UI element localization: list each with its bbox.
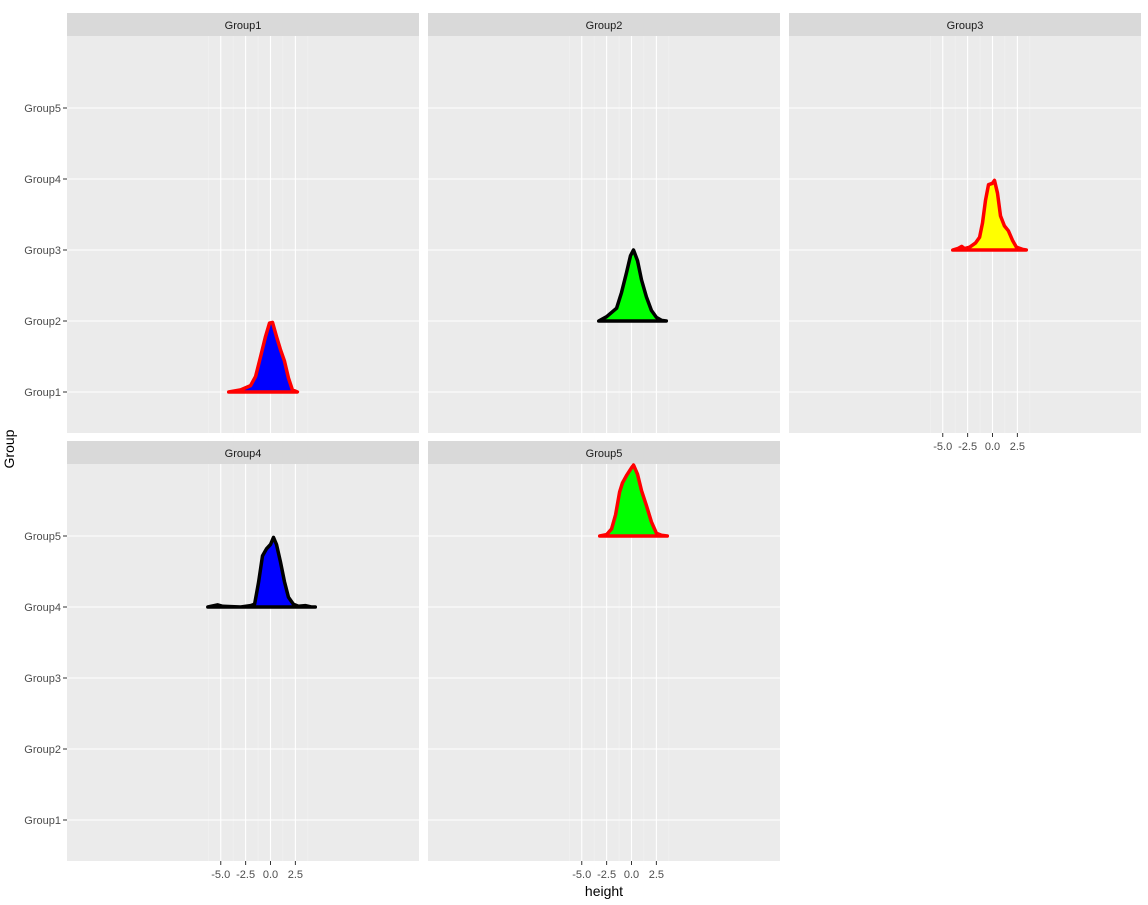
y-tick-label: Group2 [24,744,61,756]
density-ridge-group5 [597,463,670,538]
panel-background [428,464,780,861]
y-tick-label: Group4 [24,174,61,186]
x-tick-label: -5.0 [572,869,591,881]
y-tick-label: Group2 [24,316,61,328]
density-ridge-group2 [596,248,669,323]
density-ridge-group1 [226,320,300,394]
facet-panel-2: Group2 [428,13,780,433]
y-tick-label: Group3 [24,245,61,257]
y-tick-label: Group3 [24,673,61,685]
facet-panel-1: Group1 Group1 Group2 Group3 Group4 Group5 [24,13,419,433]
x-tick-label: -5.0 [211,869,230,881]
facet-strip [428,13,780,36]
facet-strip [67,13,419,36]
facet-panel-5: Group5 -5.0 -2.5 0.0 2.5 [428,441,780,881]
panel-background [67,36,419,433]
panel-background [789,36,1141,433]
facet-panel-3: Group3 -5.0 -2.5 0.0 2.5 [789,13,1141,453]
x-tick-label: -2.5 [236,869,255,881]
x-axis-title: height [585,883,623,899]
y-tick-label: Group1 [24,387,61,399]
facet-strip-label: Group2 [586,20,623,32]
y-tick-label: Group5 [24,531,61,543]
y-tick-label: Group4 [24,602,61,614]
facet-strip-label: Group4 [225,448,262,460]
facet-strip-label: Group3 [947,20,984,32]
x-tick-label: -2.5 [597,869,616,881]
x-tick-label: 0.0 [624,869,639,881]
facet-strip [67,441,419,464]
facet-strip [789,13,1141,36]
y-axis-title: Group [1,429,17,468]
x-tick-label: 2.5 [649,869,664,881]
y-tick-label: Group5 [24,103,61,115]
x-tick-label: 2.5 [1010,441,1025,453]
y-tick-label: Group1 [24,815,61,827]
panel-background [428,36,780,433]
x-tick-label: -2.5 [958,441,977,453]
facet-strip-label: Group1 [225,20,262,32]
x-tick-label: 0.0 [985,441,1000,453]
facet-strip-label: Group5 [586,448,623,460]
x-tick-label: -5.0 [933,441,952,453]
facet-strip [428,441,780,464]
panel-background [67,464,419,861]
facet-panel-4: Group4 Group1 Group2 Group3 Group4 Group5 -5.0… [24,441,419,881]
density-ridge-group3 [950,178,1029,252]
x-tick-label: 0.0 [263,869,278,881]
density-ridge-group4 [206,535,318,609]
x-tick-label: 2.5 [288,869,303,881]
